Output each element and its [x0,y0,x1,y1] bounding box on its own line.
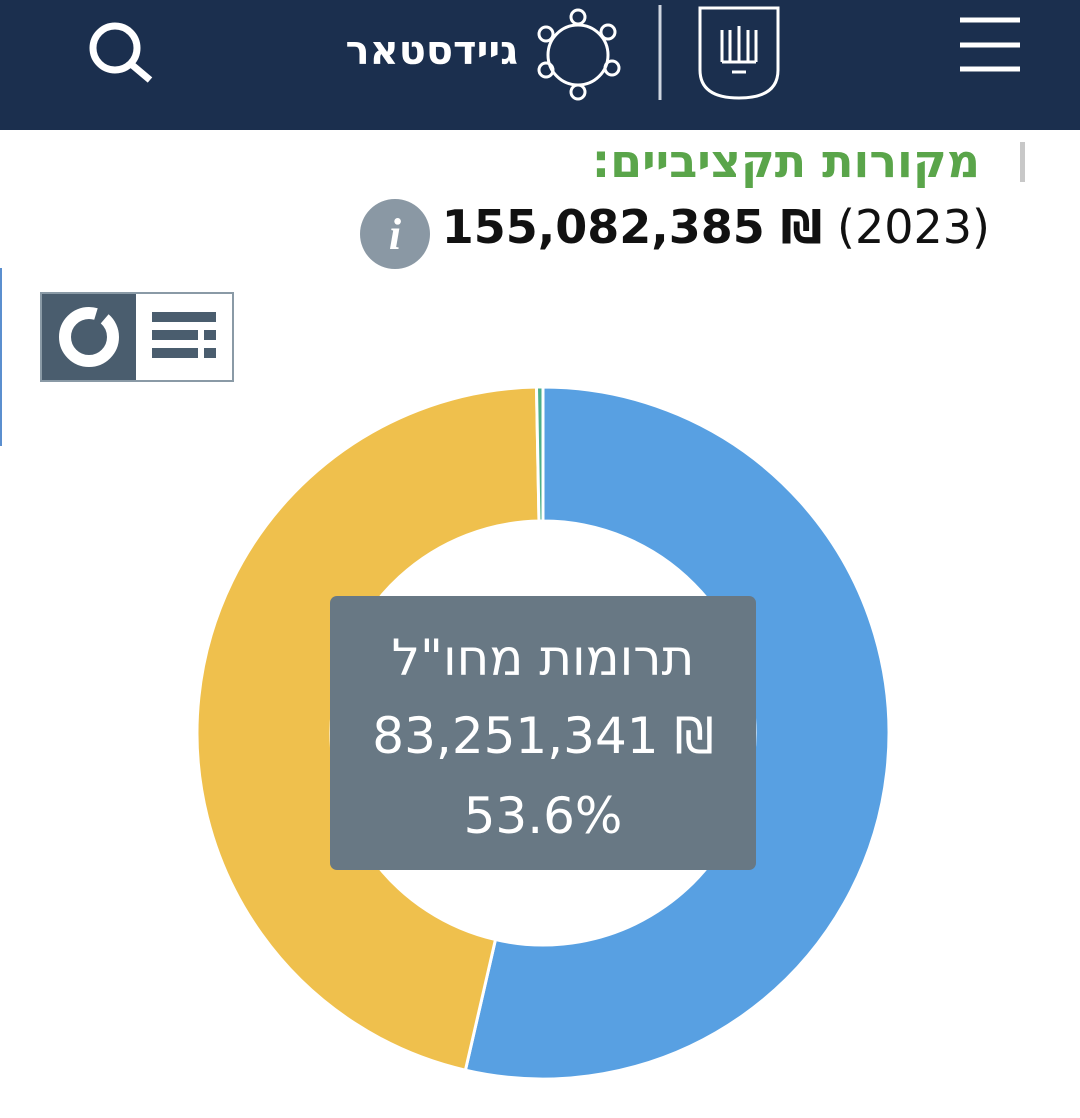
title-marker [1020,142,1025,182]
donut-chart: תרומות מחו"ל 83,251,341 ₪ 53.6% [195,385,891,1081]
emblem [698,6,780,100]
view-toggle [40,292,234,382]
search-button[interactable] [89,22,153,83]
svg-text:i: i [389,210,402,259]
tooltip-percent: 53.6% [464,787,623,845]
tooltip-category: תרומות מחו"ל [392,629,695,687]
side-edge [0,268,2,446]
menu-button[interactable] [960,17,1020,72]
table-view-button[interactable] [152,312,216,358]
donut-segment [534,385,545,523]
header: גיידסטאר [0,0,1080,130]
tooltip-amount: 83,251,341 ₪ [372,707,713,765]
section-title: מקורות תקציביים: [591,134,980,188]
app-name: גיידסטאר [345,28,519,74]
total-year: (2023) [837,200,990,254]
header-icons [89,5,1020,101]
logo [537,8,621,101]
chart-view-button[interactable] [42,294,136,380]
tooltip-box [330,596,756,870]
total-amount: 155,082,385 ₪ [441,200,823,254]
tooltip: תרומות מחו"ל 83,251,341 ₪ 53.6% [330,596,756,870]
info-button[interactable]: i [358,197,432,271]
total-line: 155,082,385 ₪ (2023) [442,200,990,254]
